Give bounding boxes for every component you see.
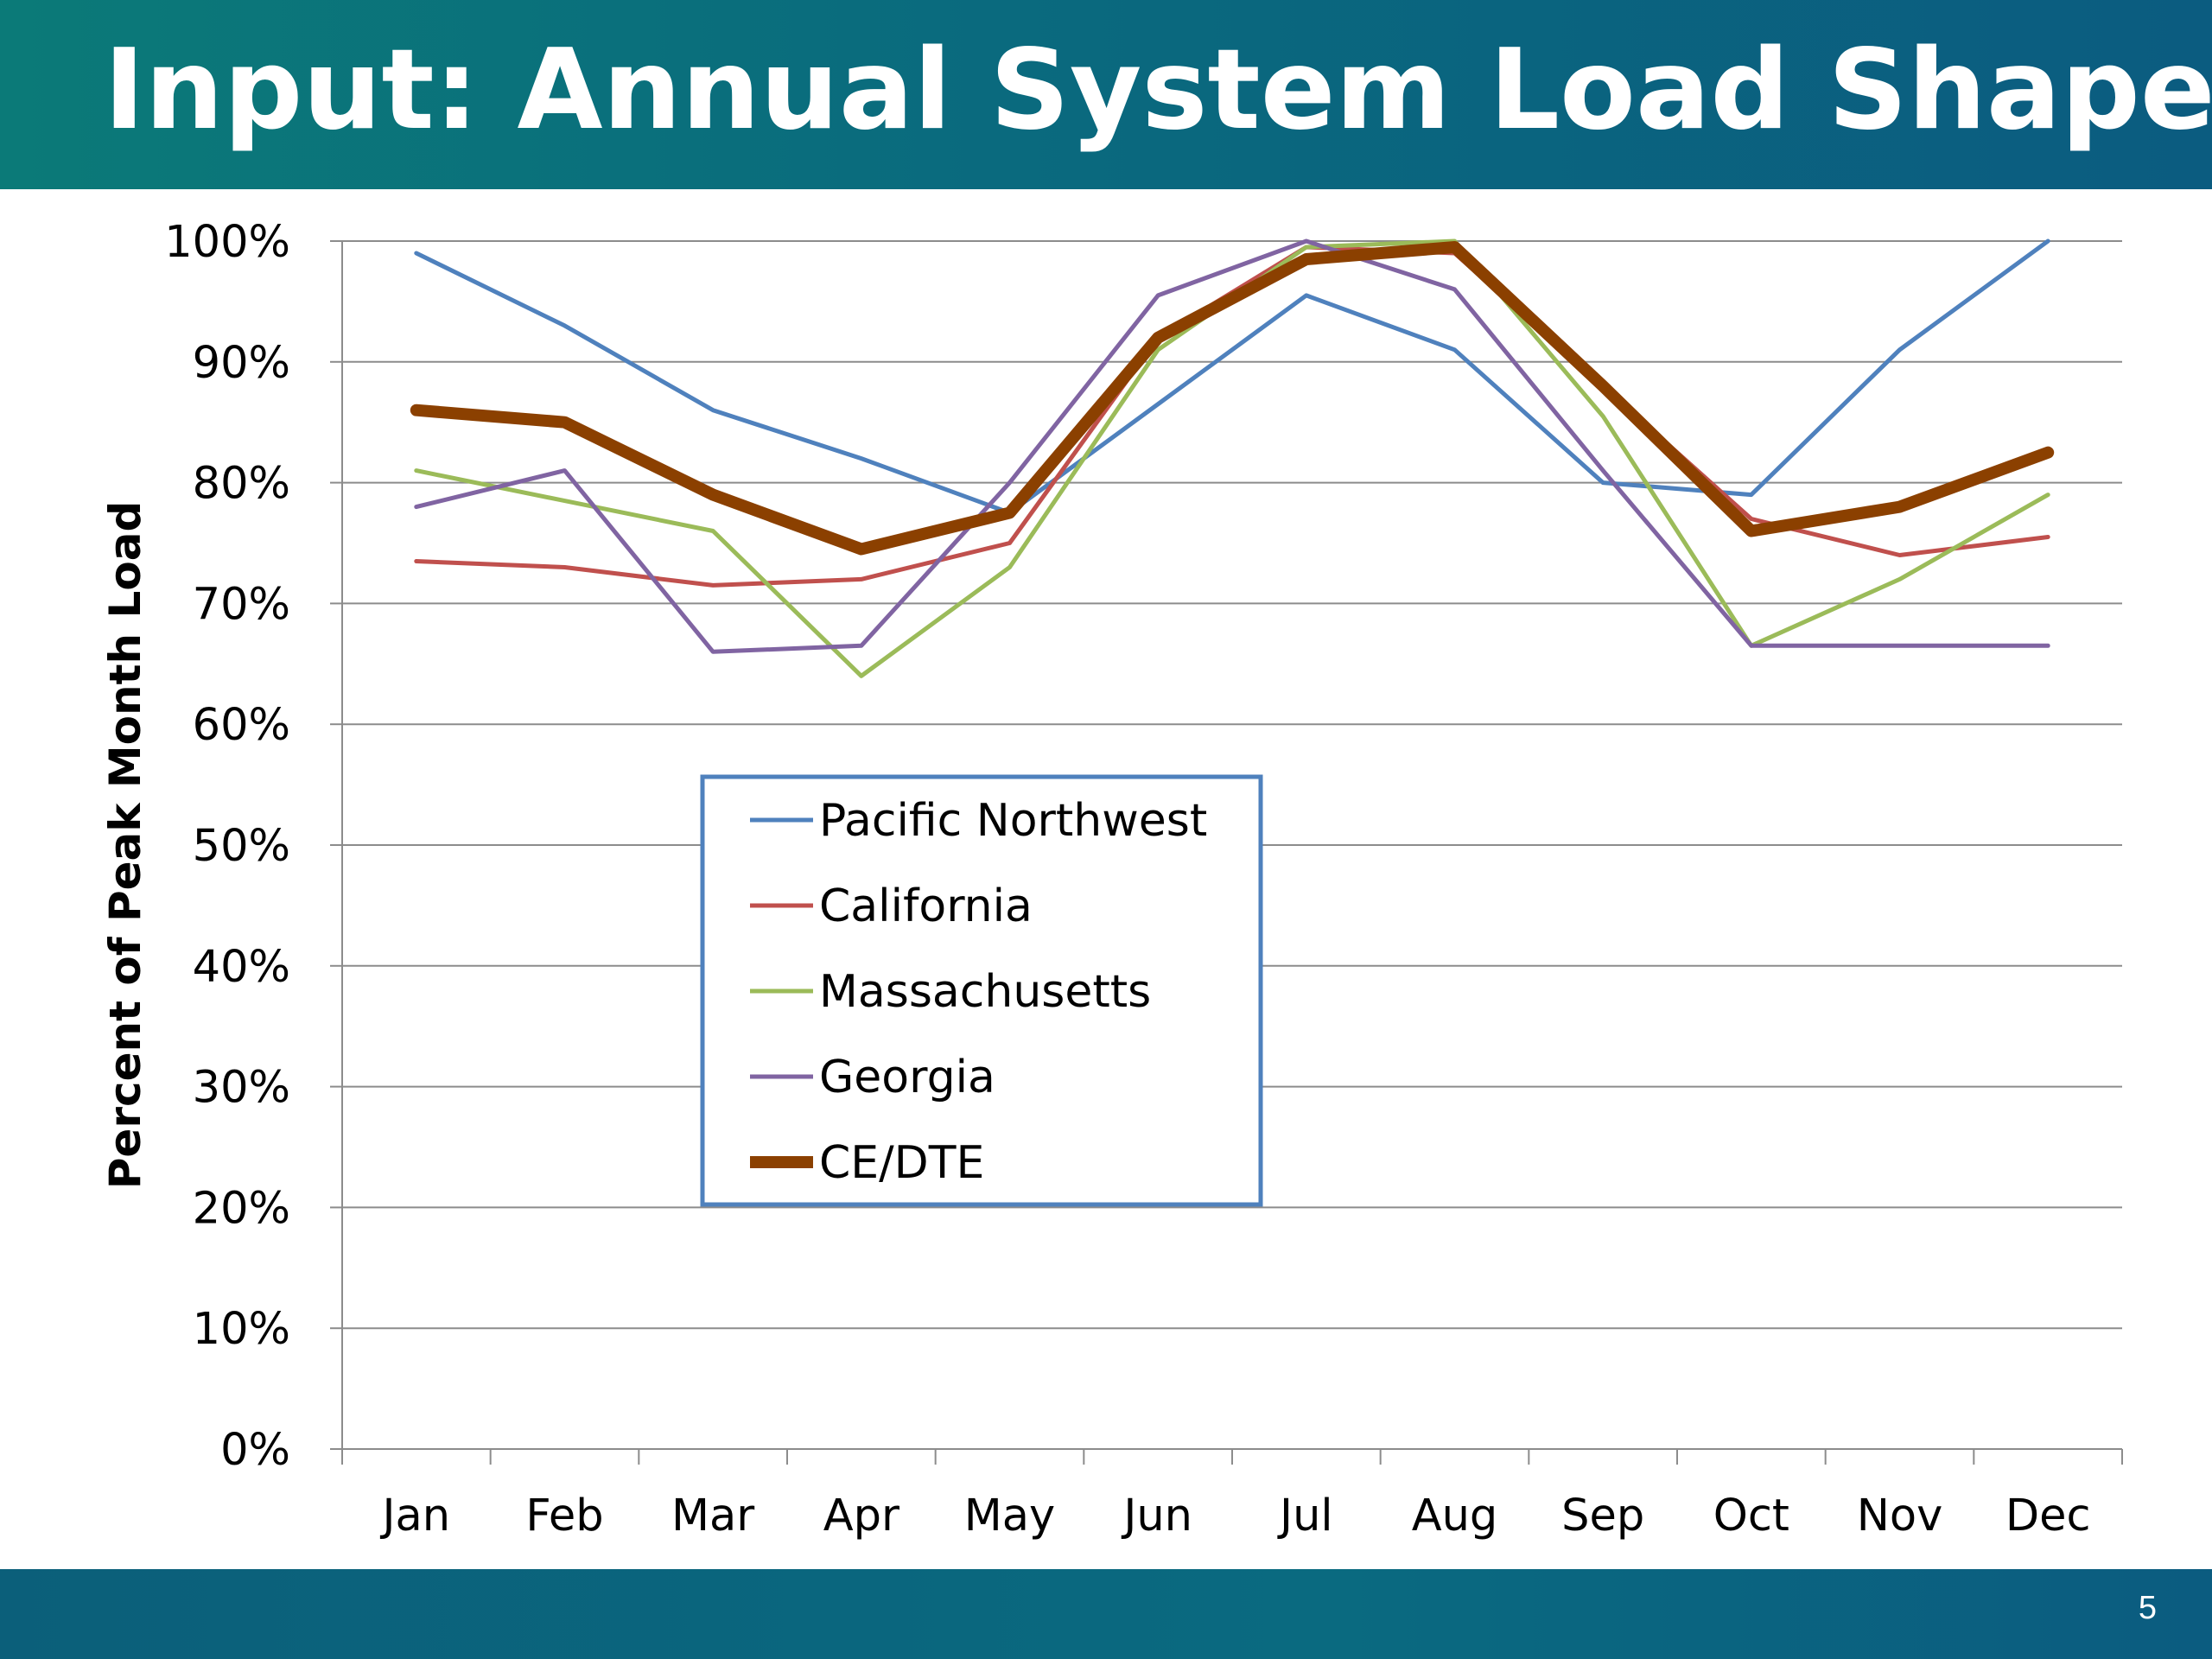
slide-title: Input: Annual System Load Shapes: [104, 26, 2212, 155]
legend-label: CE/DTE: [819, 1137, 984, 1189]
y-tick-label: 50%: [193, 821, 290, 872]
x-tick-label: Sep: [1561, 1491, 1644, 1541]
x-tick-label: Jul: [1277, 1491, 1333, 1541]
x-tick-label: May: [964, 1491, 1055, 1541]
x-tick-label: Dec: [2005, 1491, 2091, 1541]
y-tick-label: 20%: [193, 1183, 290, 1234]
title-bar: [0, 0, 2212, 189]
series-line-georgia: [414, 238, 2050, 654]
y-tick-label: 80%: [193, 459, 290, 510]
y-tick-label: 30%: [193, 1063, 290, 1114]
y-tick-label: 40%: [193, 942, 290, 993]
y-tick-label: 100%: [164, 217, 290, 268]
y-tick-label: 70%: [193, 579, 290, 630]
x-tick-label: Feb: [525, 1491, 603, 1541]
y-tick-label: 90%: [193, 338, 290, 389]
legend-label: Massachusetts: [819, 966, 1151, 1018]
y-tick-label: 60%: [193, 700, 290, 751]
series-lines: [410, 238, 2055, 678]
y-tick-label: 10%: [193, 1304, 290, 1355]
slide-number: 5: [2138, 1590, 2157, 1626]
line-chart: 0% 10% 20% 30% 40% 50% 60% 70% 80% 90% 100% Jan Feb M…: [100, 217, 2123, 1541]
x-tick-label: Apr: [823, 1491, 899, 1541]
x-tick-label: Nov: [1857, 1491, 1943, 1541]
series-line-ce-dte: [410, 241, 2055, 556]
x-tick-label: Oct: [1713, 1491, 1789, 1541]
y-axis-label: Percent of Peak Month Load: [100, 501, 150, 1189]
legend: Pacific Northwest California Massachusetts…: [700, 774, 1263, 1207]
axes: 0% 10% 20% 30% 40% 50% 60% 70% 80% 90% 100% Jan Feb M…: [164, 217, 2123, 1541]
legend-label: California: [819, 880, 1033, 932]
x-tick-label: Aug: [1412, 1491, 1498, 1541]
series-line-massachusetts: [414, 238, 2050, 678]
footer-bar: [0, 1569, 2212, 1659]
y-tick-label: 0%: [220, 1425, 290, 1476]
x-tick-label: Mar: [671, 1491, 754, 1541]
series-line-pacific-northwest: [414, 238, 2050, 515]
x-tick-label: Jun: [1121, 1491, 1192, 1541]
legend-label: Georgia: [819, 1052, 995, 1103]
legend-label: Pacific Northwest: [819, 795, 1207, 847]
x-tick-label: Jan: [380, 1491, 451, 1541]
